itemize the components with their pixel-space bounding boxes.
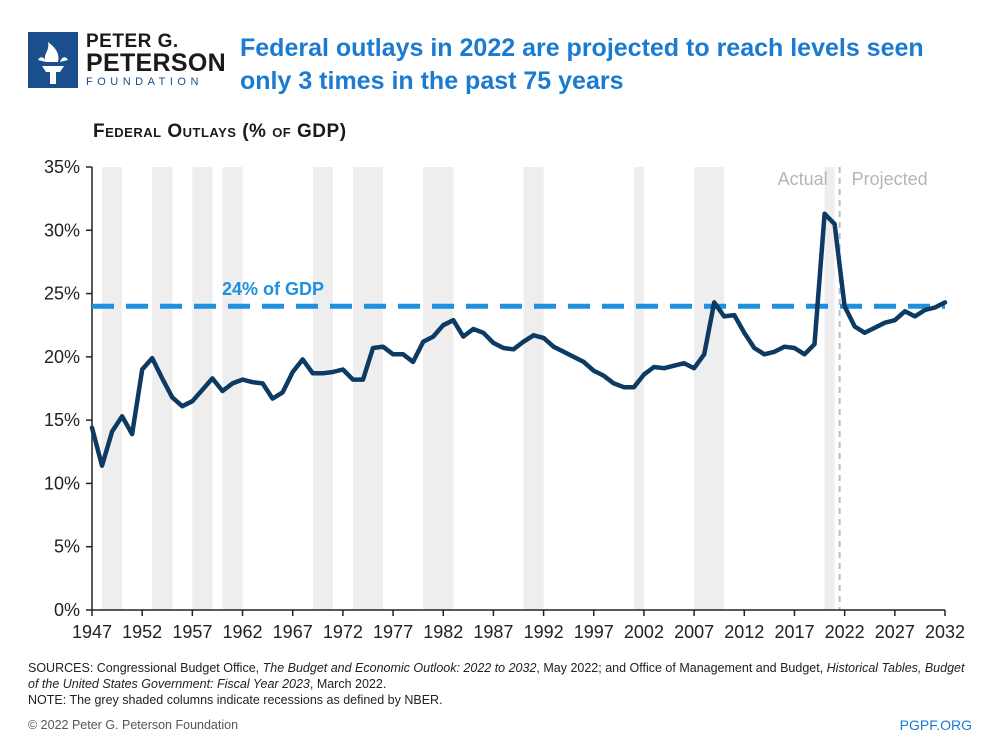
peterson-foundation-logo: PETER G. PETERSON FOUNDATION <box>28 32 228 94</box>
logo-line-2: PETERSON <box>86 49 226 77</box>
x-tick-label: 1992 <box>524 622 564 642</box>
x-tick-label: 1952 <box>122 622 162 642</box>
chart-subtitle: Federal Outlays (% of GDP) <box>93 121 347 142</box>
x-tick-label: 2012 <box>724 622 764 642</box>
x-tick-label: 2017 <box>774 622 814 642</box>
reference-line-label: 24% of GDP <box>222 279 324 299</box>
logo-line-3: FOUNDATION <box>86 76 203 88</box>
logo-wordmark: PETER G. PETERSON FOUNDATION <box>86 32 226 89</box>
x-tick-label: 1962 <box>223 622 263 642</box>
federal-outlays-chart: Actual Projected 0% 5% 10% 15% 20% 25% 30% 35% 194… <box>44 157 965 642</box>
x-tick-label: 2022 <box>825 622 865 642</box>
recession-band <box>824 167 835 610</box>
y-tick-label: 35% <box>44 157 80 177</box>
recession-band <box>352 167 384 610</box>
torch-icon <box>28 32 78 88</box>
x-tick-label: 1977 <box>373 622 413 642</box>
recession-band <box>523 167 544 610</box>
outlays-series-line <box>89 211 948 468</box>
y-tick-label: 30% <box>44 220 80 240</box>
chart-headline: Federal outlays in 2022 are projected to… <box>240 34 924 95</box>
copyright: © 2022 Peter G. Peterson Foundation <box>28 718 239 732</box>
sources-mid: , May 2022; and Office of Management and… <box>536 661 827 675</box>
y-tick-label: 20% <box>44 347 80 367</box>
y-tick-label: 5% <box>54 537 80 557</box>
recession-band <box>423 167 454 610</box>
x-tick-label: 1987 <box>473 622 513 642</box>
sources-title-omb: Historical Tables, Budget of the United … <box>28 661 965 691</box>
recession-band <box>312 167 333 610</box>
x-tick-label: 1947 <box>72 622 112 642</box>
x-tick-label: 2007 <box>674 622 714 642</box>
y-tick-label: 25% <box>44 284 80 304</box>
sources-suffix: , March 2022. <box>309 677 387 691</box>
y-tick-label: 15% <box>44 410 80 430</box>
recession-band <box>152 167 173 610</box>
x-tick-label: 1967 <box>273 622 313 642</box>
sources-prefix: SOURCES: Congressional Budget Office, <box>28 661 263 675</box>
x-tick-label: 1982 <box>423 622 463 642</box>
recession-band <box>102 167 123 610</box>
x-tick-label: 1997 <box>574 622 614 642</box>
y-tick-label: 10% <box>44 473 80 493</box>
logo-line-1: PETER G. <box>86 31 179 52</box>
x-tick-label: 2027 <box>875 622 915 642</box>
y-tick-label: 0% <box>54 600 80 620</box>
x-tick-label: 1972 <box>323 622 363 642</box>
site-link[interactable]: PGPF.ORG <box>899 717 972 733</box>
x-tick-label: 2032 <box>925 622 965 642</box>
recession-band <box>633 167 644 610</box>
projected-label: Projected <box>852 169 928 189</box>
recession-band <box>694 167 725 610</box>
actual-label: Actual <box>778 169 828 189</box>
sources-title-cbo: The Budget and Economic Outlook: 2022 to… <box>262 661 537 675</box>
x-tick-label: 1957 <box>172 622 212 642</box>
x-tick-label: 2002 <box>624 622 664 642</box>
sources-note: SOURCES: Congressional Budget Office, Th… <box>28 660 978 708</box>
recession-band <box>222 167 243 610</box>
recession-note: NOTE: The grey shaded columns indicate r… <box>28 693 443 707</box>
